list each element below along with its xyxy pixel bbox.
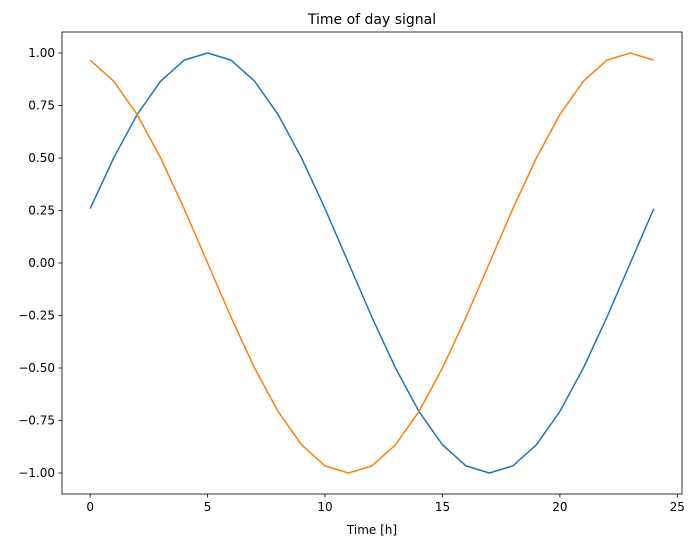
series-line-2 bbox=[89, 52, 655, 474]
y-tick-label: 0.50 bbox=[28, 151, 55, 165]
x-tick-label: 25 bbox=[670, 500, 685, 514]
axes-layer: 0 5 10 15 20 25 1.00 0.75 0.50 0.25 0.00 −0.25 −0.50… bbox=[18, 31, 685, 514]
series-layer bbox=[89, 52, 655, 474]
axes-frame bbox=[61, 31, 683, 495]
x-tick-label: 10 bbox=[317, 500, 332, 514]
y-tick-label: −1.00 bbox=[18, 466, 55, 480]
x-tick-label: 0 bbox=[86, 500, 94, 514]
x-tick-label: 5 bbox=[204, 500, 212, 514]
y-tick-label: −0.25 bbox=[18, 309, 55, 323]
y-tick-label: 0.00 bbox=[28, 256, 55, 270]
y-tick-label: 0.25 bbox=[28, 204, 55, 218]
x-tick-label: 15 bbox=[435, 500, 450, 514]
y-tick-label: 1.00 bbox=[28, 46, 55, 60]
chart-title: Time of day signal bbox=[307, 12, 436, 28]
x-tick-label: 20 bbox=[552, 500, 567, 514]
y-tick-label: −0.50 bbox=[18, 361, 55, 375]
y-tick-label: −0.75 bbox=[18, 414, 55, 428]
x-axis-label: Time [h] bbox=[346, 523, 397, 537]
y-tick-label: 0.75 bbox=[28, 99, 55, 113]
series-line-1 bbox=[89, 52, 655, 474]
